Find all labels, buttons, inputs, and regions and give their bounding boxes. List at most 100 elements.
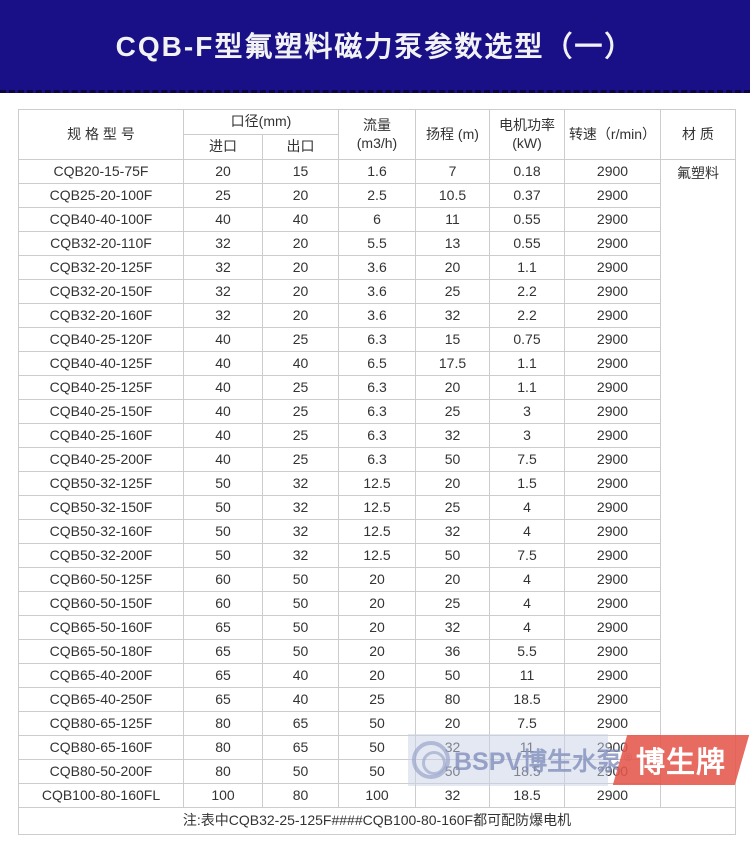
table-row: CQB40-25-160F 40 25 6.3 32 3 2900: [18, 423, 736, 448]
inlet-cell: 32: [183, 303, 263, 328]
head-cell: 50: [415, 663, 490, 688]
model-cell: CQB40-40-100F: [18, 207, 184, 232]
power-cell: 18.5: [489, 783, 565, 808]
model-cell: CQB100-80-160FL: [18, 783, 184, 808]
power-cell: 5.5: [489, 639, 565, 664]
table-row: CQB65-40-250F 65 40 25 80 18.5 2900: [18, 687, 736, 712]
table-row: CQB32-20-160F 32 20 3.6 32 2.2 2900: [18, 303, 736, 328]
outlet-cell: 40: [262, 663, 339, 688]
model-cell: CQB50-32-150F: [18, 495, 184, 520]
flow-cell: 50: [338, 711, 416, 736]
speed-cell: 2900: [564, 303, 661, 328]
outlet-cell: 32: [262, 495, 339, 520]
flow-cell: 50: [338, 759, 416, 784]
speed-cell: 2900: [564, 183, 661, 208]
power-cell: 0.37: [489, 183, 565, 208]
model-cell: CQB60-50-125F: [18, 567, 184, 592]
head-cell: 7: [415, 159, 490, 184]
inlet-cell: 32: [183, 231, 263, 256]
speed-cell: 2900: [564, 399, 661, 424]
outlet-cell: 65: [262, 711, 339, 736]
outlet-cell: 25: [262, 423, 339, 448]
power-cell: 4: [489, 591, 565, 616]
outlet-cell: 20: [262, 231, 339, 256]
table-row: CQB60-50-125F 60 50 20 20 4 2900: [18, 567, 736, 592]
model-cell: CQB32-20-110F: [18, 231, 184, 256]
speed-cell: 2900: [564, 735, 661, 760]
outlet-cell: 40: [262, 687, 339, 712]
head-cell: 32: [415, 519, 490, 544]
header-power: 电机功率 (kW): [489, 109, 565, 160]
header-speed: 转速（r/min）: [564, 109, 661, 160]
inlet-cell: 100: [183, 783, 263, 808]
model-cell: CQB50-32-125F: [18, 471, 184, 496]
head-cell: 32: [415, 735, 490, 760]
flow-cell: 12.5: [338, 543, 416, 568]
inlet-cell: 40: [183, 399, 263, 424]
header-outlet: 出口: [262, 134, 339, 160]
flow-cell: 12.5: [338, 519, 416, 544]
table-row: CQB80-50-200F 80 50 50 50 18.5 2900: [18, 759, 736, 784]
table-row: CQB25-20-100F 25 20 2.5 10.5 0.37 2900: [18, 183, 736, 208]
speed-cell: 2900: [564, 351, 661, 376]
head-cell: 20: [415, 567, 490, 592]
table-row: CQB40-40-100F 40 40 6 11 0.55 2900: [18, 207, 736, 232]
table-row: CQB32-20-150F 32 20 3.6 25 2.2 2900: [18, 279, 736, 304]
model-cell: CQB20-15-75F: [18, 159, 184, 184]
model-cell: CQB32-20-150F: [18, 279, 184, 304]
flow-cell: 6.3: [338, 447, 416, 472]
outlet-cell: 25: [262, 375, 339, 400]
flow-cell: 3.6: [338, 255, 416, 280]
head-cell: 20: [415, 255, 490, 280]
table-row: CQB50-32-200F 50 32 12.5 50 7.5 2900: [18, 543, 736, 568]
power-cell: 0.55: [489, 207, 565, 232]
note-row: 注:表中CQB32-25-125F####CQB100-80-160F都可配防爆…: [18, 807, 736, 835]
header-head: 扬程 (m): [415, 109, 490, 160]
inlet-cell: 65: [183, 639, 263, 664]
inlet-cell: 40: [183, 447, 263, 472]
inlet-cell: 32: [183, 279, 263, 304]
model-cell: CQB40-25-120F: [18, 327, 184, 352]
outlet-cell: 20: [262, 279, 339, 304]
outlet-cell: 50: [262, 591, 339, 616]
power-cell: 4: [489, 495, 565, 520]
speed-cell: 2900: [564, 279, 661, 304]
model-cell: CQB32-20-125F: [18, 255, 184, 280]
flow-cell: 5.5: [338, 231, 416, 256]
table-row: CQB65-50-160F 65 50 20 32 4 2900: [18, 615, 736, 640]
head-cell: 50: [415, 447, 490, 472]
table-row: CQB50-32-160F 50 32 12.5 32 4 2900: [18, 519, 736, 544]
outlet-cell: 25: [262, 399, 339, 424]
outlet-cell: 50: [262, 567, 339, 592]
inlet-cell: 65: [183, 615, 263, 640]
flow-cell: 6.3: [338, 423, 416, 448]
head-cell: 15: [415, 327, 490, 352]
table-row: CQB65-40-200F 65 40 20 50 11 2900: [18, 663, 736, 688]
outlet-cell: 40: [262, 207, 339, 232]
outlet-cell: 50: [262, 615, 339, 640]
inlet-cell: 50: [183, 495, 263, 520]
speed-cell: 2900: [564, 327, 661, 352]
power-cell: 4: [489, 567, 565, 592]
power-cell: 1.1: [489, 375, 565, 400]
head-cell: 32: [415, 783, 490, 808]
table-header: 规 格 型 号 口径(mm) 流量 (m3/h) 扬程 (m) 电机功率 (kW…: [18, 109, 736, 160]
table-row: CQB80-65-160F 80 65 50 32 11 2900: [18, 735, 736, 760]
model-cell: CQB40-25-160F: [18, 423, 184, 448]
speed-cell: 2900: [564, 543, 661, 568]
outlet-cell: 32: [262, 471, 339, 496]
header-flow: 流量 (m3/h): [338, 109, 416, 160]
power-cell: 2.2: [489, 279, 565, 304]
speed-cell: 2900: [564, 207, 661, 232]
table-row: CQB40-25-125F 40 25 6.3 20 1.1 2900: [18, 375, 736, 400]
speed-cell: 2900: [564, 711, 661, 736]
table-row: CQB32-20-125F 32 20 3.6 20 1.1 2900: [18, 255, 736, 280]
speed-cell: 2900: [564, 471, 661, 496]
head-cell: 20: [415, 471, 490, 496]
head-cell: 13: [415, 231, 490, 256]
outlet-cell: 50: [262, 639, 339, 664]
inlet-cell: 40: [183, 375, 263, 400]
model-cell: CQB40-25-125F: [18, 375, 184, 400]
speed-cell: 2900: [564, 687, 661, 712]
head-cell: 11: [415, 207, 490, 232]
